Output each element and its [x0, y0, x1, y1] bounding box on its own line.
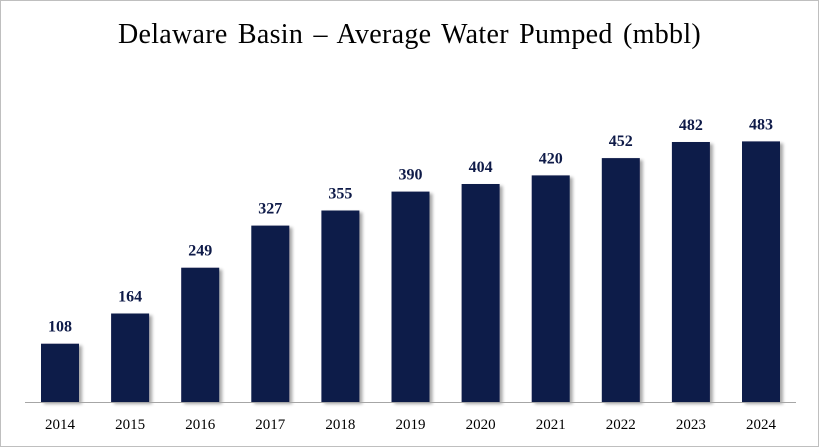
bar-2017 — [251, 225, 290, 402]
x-tick-2024: 2024 — [746, 417, 777, 433]
bar-2014 — [41, 343, 79, 402]
bar-2021 — [531, 175, 570, 402]
x-tick-2019: 2019 — [396, 417, 426, 433]
x-tick-labels: 2014 2015 2016 2017 2018 2019 2020 2021 2022 2023… — [45, 417, 777, 433]
bar-2018 — [321, 210, 360, 402]
bar-2019 — [391, 191, 430, 402]
x-tick-2017: 2017 — [255, 417, 286, 433]
chart-title: Delaware Basin – Average Water Pumped (m… — [117, 19, 702, 50]
data-label-2023: 482 — [679, 117, 703, 134]
labels-layer: 108 164 249 327 355 390 404 420 452 482 483 — [48, 116, 773, 335]
data-label-2019: 390 — [399, 167, 423, 184]
bar-2016 — [181, 267, 220, 402]
x-tick-2022: 2022 — [606, 417, 636, 433]
data-label-2017: 327 — [258, 201, 282, 218]
x-tick-2023: 2023 — [676, 417, 706, 433]
data-label-2022: 452 — [609, 133, 633, 150]
x-tick-2014: 2014 — [45, 417, 76, 433]
data-label-2014: 108 — [48, 319, 72, 336]
x-tick-2018: 2018 — [325, 417, 355, 433]
data-label-2015: 164 — [118, 289, 142, 306]
bar-2015 — [111, 313, 150, 402]
x-tick-2021: 2021 — [536, 417, 566, 433]
data-label-2018: 355 — [328, 186, 352, 203]
bar-2020 — [461, 184, 500, 402]
bars-layer — [41, 141, 780, 402]
bar-2024 — [742, 141, 780, 402]
data-label-2016: 249 — [188, 243, 212, 260]
x-tick-2020: 2020 — [466, 417, 496, 433]
data-label-2020: 404 — [469, 159, 493, 176]
bar-2022 — [601, 158, 640, 402]
data-label-2024: 483 — [749, 116, 773, 133]
x-tick-2015: 2015 — [115, 417, 145, 433]
data-label-2021: 420 — [539, 150, 563, 167]
x-tick-2016: 2016 — [185, 417, 216, 433]
bar-2023 — [671, 142, 710, 402]
